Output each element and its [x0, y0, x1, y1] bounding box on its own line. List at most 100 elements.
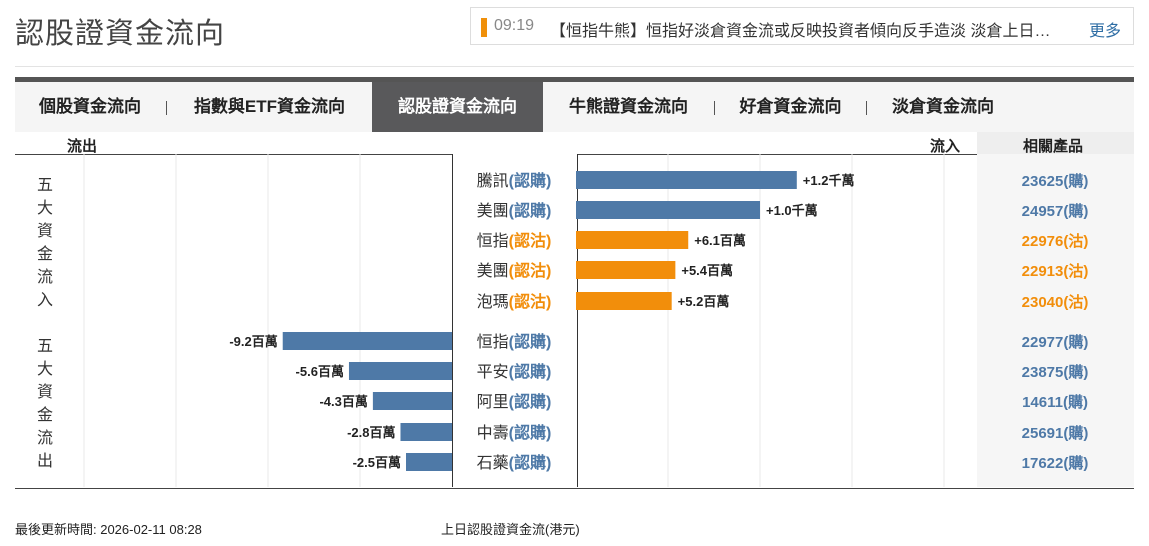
flow-bar [372, 392, 452, 410]
tab-label: 淡倉資金流向 [892, 97, 994, 116]
more-link[interactable]: 更多 [1088, 23, 1121, 40]
chart-header-row: 流出 流入 相關產品 [15, 132, 1134, 155]
bar-value-label: +1.0千萬 [766, 203, 818, 218]
inflow-group-char: 大 [36, 200, 53, 217]
ticker-headline[interactable]: 【恒指牛熊】恒指好淡倉資金流或反映投資者傾向反手造淡 淡倉上日… [550, 23, 1051, 40]
flow-bar [282, 332, 452, 350]
tab-bear-flow[interactable]: 淡倉資金流向 [867, 82, 1019, 132]
stock-name: 美團 [477, 202, 509, 220]
related-product-link[interactable]: 23875(購) [1022, 363, 1089, 381]
flow-bar [576, 201, 760, 219]
outflow-group-char: 出 [36, 453, 53, 470]
news-ticker[interactable]: 09:19 【恒指牛熊】恒指好淡倉資金流或反映投資者傾向反手造淡 淡倉上日… 更… [470, 7, 1134, 45]
tab-separator [866, 101, 867, 115]
x-axis-title: 上日認股證資金流(港元) [441, 522, 580, 537]
tab-label: 牛熊證資金流向 [569, 97, 688, 116]
stock-name: 石藥 [477, 454, 509, 472]
inflow-group-label: 五 大 資 金 流 入 [35, 174, 55, 312]
outflow-header: 流出 [67, 138, 98, 155]
tab-bar: 個股資金流向 指數與ETF資金流向 認股證資金流向 牛熊證資金流向 好倉資金流向… [15, 77, 1134, 132]
tab-cbbc-flow[interactable]: 牛熊證資金流向 [543, 82, 714, 132]
tab-stock-flow[interactable]: 個股資金流向 [15, 82, 165, 132]
stock-name: 平安 [477, 363, 509, 381]
stock-label: 美團(認購) [477, 201, 552, 220]
ticker-accent-bar [481, 18, 487, 37]
inflow-group-char: 資 [36, 223, 53, 240]
stock-name: 恒指 [477, 333, 509, 351]
warrant-type: (認購) [509, 201, 552, 220]
bar-value-label: -5.6百萬 [296, 364, 344, 379]
tab-index-etf-flow[interactable]: 指數與ETF資金流向 [167, 82, 372, 132]
bar-value-label: +6.1百萬 [694, 233, 746, 248]
tab-label: 指數與ETF資金流向 [193, 97, 346, 116]
related-product-link[interactable]: 24957(購) [1022, 202, 1089, 220]
flow-bar [576, 231, 689, 249]
warrant-type: (認購) [509, 453, 552, 472]
bar-value-label: -2.8百萬 [347, 425, 395, 440]
tab-separator [166, 101, 167, 115]
tab-label: 好倉資金流向 [739, 97, 842, 116]
outflow-group-char: 大 [36, 361, 53, 378]
related-product-link[interactable]: 17622(購) [1022, 454, 1089, 472]
warrant-type: (認沽) [509, 231, 552, 250]
stock-label: 恒指(認購) [477, 332, 552, 351]
bar-value-label: +5.4百萬 [681, 263, 733, 278]
stock-name: 騰訊 [477, 172, 509, 190]
products-header-bg [977, 132, 1134, 154]
related-product-link[interactable]: 23040(沽) [1022, 293, 1089, 311]
stock-name: 恒指 [477, 232, 509, 250]
stock-label: 中壽(認購) [477, 423, 552, 442]
stock-label: 恒指(認沽) [477, 231, 552, 250]
related-product-link[interactable]: 25691(購) [1022, 424, 1089, 442]
warrant-type: (認購) [509, 392, 552, 411]
warrant-type: (認購) [509, 423, 552, 442]
tab-label: 個股資金流向 [39, 97, 141, 116]
warrant-type: (認沽) [509, 261, 552, 280]
warrant-type: (認購) [509, 362, 552, 381]
warrant-type: (認購) [509, 332, 552, 351]
tab-separator [714, 101, 715, 115]
stock-name: 泡瑪 [477, 293, 509, 311]
inflow-group-char: 入 [36, 292, 53, 309]
stock-label: 阿里(認購) [477, 392, 552, 411]
outflow-group-label: 五 大 資 金 流 出 [35, 335, 55, 473]
products-column-bg [977, 154, 1134, 487]
page-title: 認股證資金流向 [15, 18, 226, 50]
outflow-group-char: 資 [36, 384, 53, 401]
stock-name-panel [452, 154, 578, 487]
stock-label: 泡瑪(認沽) [477, 292, 552, 311]
warrant-type: (認購) [509, 171, 552, 190]
flow-bar [576, 292, 672, 310]
flow-bar [576, 171, 797, 189]
divider [15, 66, 1134, 67]
bar-value-label: +1.2千萬 [803, 173, 855, 188]
inflow-group-char: 五 [36, 177, 53, 194]
stock-label: 石藥(認購) [477, 453, 552, 472]
related-product-link[interactable]: 14611(購) [1022, 393, 1088, 411]
flow-bar [406, 453, 452, 471]
related-product-link[interactable]: 22977(購) [1022, 333, 1089, 351]
related-product-link[interactable]: 23625(購) [1022, 172, 1089, 190]
bar-value-label: -9.2百萬 [229, 334, 277, 349]
stock-name: 美團 [477, 262, 509, 280]
related-product-link[interactable]: 22976(沽) [1022, 232, 1089, 250]
stock-label: 美團(認沽) [477, 261, 552, 280]
outflow-group-char: 流 [36, 430, 53, 447]
flow-bar [400, 423, 452, 441]
fund-flow-chart: 五 大 資 金 流 入 五 大 資 金 流 出 +1.2千萬 騰訊(認購) 2362… [15, 154, 1134, 489]
products-header: 相關產品 [1023, 138, 1084, 155]
related-product-link[interactable]: 22913(沽) [1022, 262, 1089, 280]
bar-value-label: +5.2百萬 [678, 294, 730, 309]
tab-bull-flow[interactable]: 好倉資金流向 [715, 82, 866, 132]
outflow-group-char: 五 [36, 338, 53, 355]
inflow-group-char: 流 [36, 269, 53, 286]
stock-label: 平安(認購) [477, 362, 552, 381]
stock-name: 阿里 [477, 393, 509, 411]
flow-bar [348, 362, 452, 380]
warrant-type: (認沽) [509, 292, 552, 311]
ticker-time: 09:19 [494, 17, 535, 34]
tab-warrant-flow[interactable]: 認股證資金流向 [372, 82, 543, 132]
inflow-header: 流入 [930, 138, 961, 155]
flow-bar [576, 261, 676, 279]
